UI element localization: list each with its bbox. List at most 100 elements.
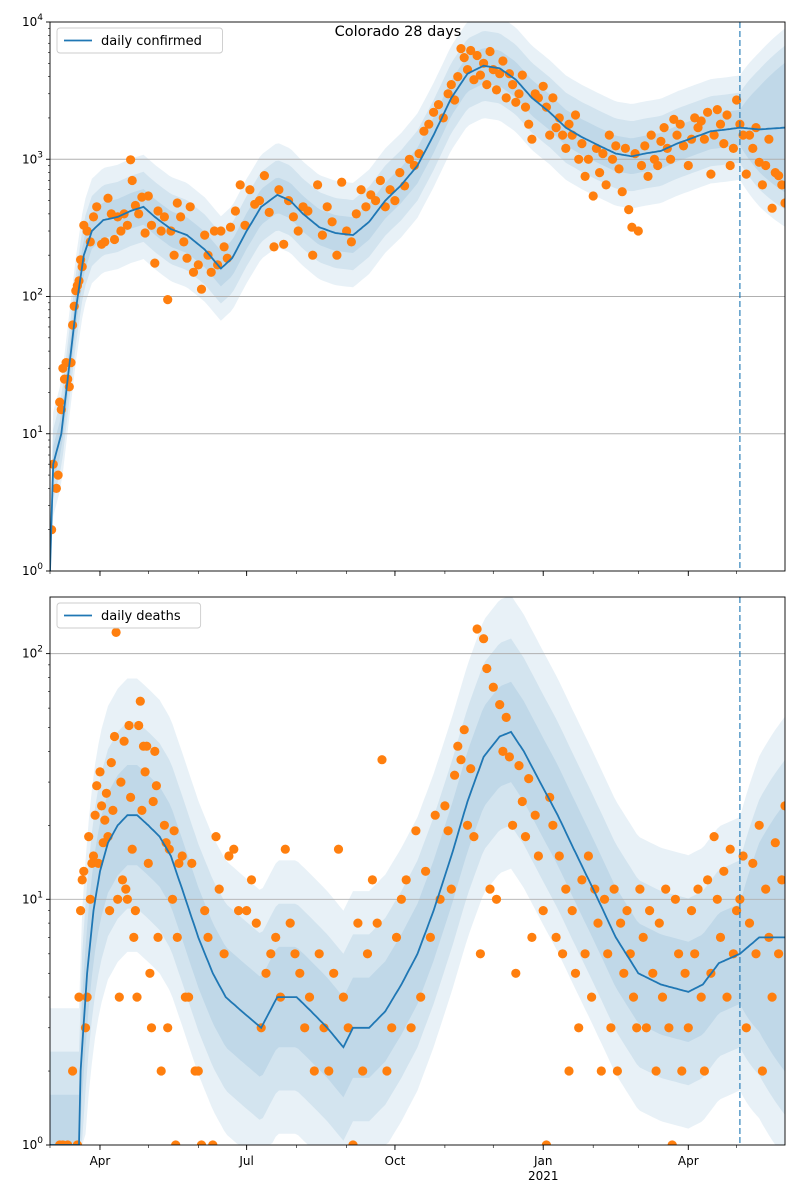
data-point (632, 1023, 642, 1033)
data-point (520, 832, 531, 842)
data-point (656, 136, 666, 146)
data-point (130, 906, 140, 916)
data-point (146, 220, 157, 230)
data-point (485, 46, 495, 57)
x-tick-label: Jan (533, 1154, 553, 1168)
data-point (472, 624, 482, 634)
data-point (119, 736, 129, 746)
data-point (636, 160, 647, 171)
data-point (396, 894, 406, 904)
data-point (390, 196, 400, 206)
data-point (203, 932, 213, 943)
data-point (134, 209, 144, 219)
data-point (741, 169, 751, 179)
data-point (703, 107, 713, 117)
data-point (622, 906, 632, 916)
data-point (670, 894, 681, 904)
data-point (524, 774, 534, 784)
data-point (459, 725, 469, 735)
data-point (406, 1023, 416, 1033)
data-point (80, 1023, 91, 1033)
data-point (712, 105, 722, 115)
data-point (242, 906, 252, 916)
model-line (50, 64, 785, 571)
data-point (159, 212, 169, 222)
data-point (224, 851, 234, 861)
data-point (722, 110, 732, 120)
data-point (675, 119, 685, 129)
x-tick-label: Apr (90, 1154, 111, 1168)
data-point (127, 844, 137, 854)
data-point (601, 180, 611, 190)
data-point (414, 149, 424, 159)
data-point (612, 1066, 623, 1076)
data-point (570, 968, 581, 978)
data-point (533, 851, 544, 861)
data-point (514, 761, 524, 771)
data-point (491, 85, 502, 95)
data-point (109, 731, 120, 742)
data-point (188, 267, 199, 277)
data-point (507, 80, 518, 90)
data-point (561, 884, 571, 894)
data-point (285, 918, 295, 928)
data-point (604, 130, 614, 140)
data-point (648, 968, 658, 978)
data-point (153, 206, 163, 216)
data-point (738, 851, 748, 861)
data-point (230, 206, 240, 216)
data-point (498, 746, 508, 757)
data-point (748, 143, 758, 153)
data-point (475, 70, 485, 80)
data-point (635, 884, 645, 894)
data-point (619, 968, 629, 978)
data-point (121, 884, 131, 894)
data-point (251, 918, 261, 928)
data-point (184, 992, 194, 1002)
data-point (583, 154, 594, 164)
data-point (640, 141, 650, 151)
data-point (235, 180, 245, 190)
data-point (127, 175, 137, 186)
data-point (440, 801, 450, 811)
data-point (333, 844, 344, 854)
data-point (567, 906, 577, 916)
data-point (593, 918, 603, 928)
data-point (343, 1023, 353, 1033)
data-point (100, 815, 110, 825)
data-point (725, 844, 735, 854)
data-point (229, 844, 239, 854)
data-point (116, 777, 126, 787)
y-tick-label: 102 (22, 645, 43, 661)
data-point (346, 237, 356, 247)
data-point (196, 284, 207, 294)
data-point (732, 906, 742, 916)
data-point (101, 788, 111, 798)
data-point (638, 932, 648, 943)
data-point (728, 143, 739, 153)
observed-points (50, 44, 785, 535)
data-point (498, 56, 508, 66)
legend-box (56, 27, 223, 54)
data-point (150, 746, 160, 757)
data-point (617, 187, 627, 197)
data-point (774, 171, 784, 181)
data-point (699, 134, 710, 144)
data-point (95, 767, 105, 777)
data-point (469, 832, 479, 842)
data-point (74, 276, 84, 286)
data-point (538, 81, 548, 91)
data-point (391, 932, 402, 943)
data-point (561, 143, 571, 153)
data-point (280, 844, 290, 854)
x-tick-label: Oct (385, 1154, 406, 1168)
data-point (764, 134, 774, 144)
data-point (82, 226, 92, 236)
data-point (377, 755, 387, 765)
data-point (332, 250, 342, 260)
data-point (193, 1066, 203, 1076)
data-point (674, 949, 684, 959)
data-point (732, 95, 742, 105)
data-point (564, 1066, 574, 1076)
data-point (404, 154, 414, 164)
